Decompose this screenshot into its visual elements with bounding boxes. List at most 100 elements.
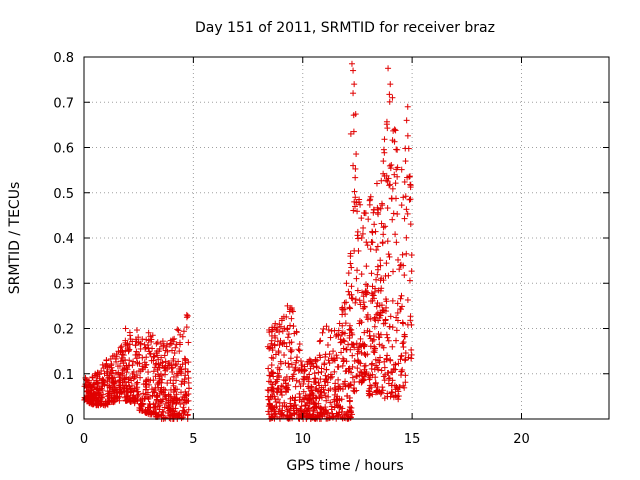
data-point: [389, 216, 396, 223]
data-point: [318, 405, 325, 412]
data-point: [358, 289, 365, 296]
data-point: [152, 361, 159, 368]
data-point: [142, 409, 149, 416]
data-point: [97, 401, 104, 408]
data-point: [330, 413, 337, 420]
data-point: [335, 327, 342, 334]
data-point: [109, 367, 116, 374]
data-point: [111, 398, 118, 405]
data-point: [402, 145, 409, 152]
data-point: [181, 409, 188, 416]
data-point: [116, 393, 123, 400]
data-point: [406, 277, 413, 284]
data-point: [350, 128, 357, 135]
data-point: [268, 354, 275, 361]
data-point: [328, 406, 335, 413]
data-point: [113, 351, 120, 358]
data-point: [392, 386, 399, 393]
data-point: [346, 365, 353, 372]
data-point: [99, 380, 106, 387]
data-point: [404, 132, 411, 139]
data-point: [119, 370, 126, 377]
y-tick-label: 0.3: [53, 277, 74, 292]
data-point: [267, 344, 274, 351]
data-point: [265, 403, 272, 410]
data-point: [384, 238, 391, 245]
data-point: [294, 354, 301, 361]
data-point: [401, 357, 408, 364]
data-point: [142, 345, 149, 352]
data-point: [306, 371, 313, 378]
data-point: [140, 390, 147, 397]
data-point: [103, 400, 110, 407]
data-point: [113, 394, 120, 401]
data-point: [183, 311, 190, 318]
data-point: [301, 367, 308, 374]
data-point: [401, 384, 408, 391]
data-point: [175, 358, 182, 365]
data-point: [334, 331, 341, 338]
data-point: [98, 395, 105, 402]
data-point: [373, 276, 380, 283]
data-point: [171, 350, 178, 357]
data-point: [343, 346, 350, 353]
data-point: [266, 345, 273, 352]
data-point: [276, 366, 283, 373]
data-point: [348, 369, 355, 376]
data-point: [123, 374, 130, 381]
data-point: [145, 337, 152, 344]
data-point: [406, 173, 413, 180]
data-point: [358, 369, 365, 376]
data-point: [167, 399, 174, 406]
data-point: [130, 358, 137, 365]
data-point: [178, 381, 185, 388]
data-point: [397, 295, 404, 302]
data-point: [397, 262, 404, 269]
data-point: [295, 367, 302, 374]
data-point: [100, 365, 107, 372]
data-point: [341, 330, 348, 337]
data-point: [383, 331, 390, 338]
data-point: [100, 377, 107, 384]
data-point: [278, 315, 285, 322]
data-point: [361, 209, 368, 216]
data-point: [323, 366, 330, 373]
data-point: [390, 268, 397, 275]
data-point: [274, 338, 281, 345]
data-point: [382, 272, 389, 279]
data-point: [357, 201, 364, 208]
data-point: [288, 361, 295, 368]
data-point: [312, 358, 319, 365]
data-point: [390, 210, 397, 217]
data-point: [349, 363, 356, 370]
data-point: [345, 366, 352, 373]
data-point: [346, 326, 353, 333]
data-point: [315, 388, 322, 395]
data-point: [124, 366, 131, 373]
data-point: [83, 388, 90, 395]
data-point: [350, 341, 357, 348]
data-point: [126, 329, 133, 336]
data-point: [161, 352, 168, 359]
data-point: [130, 387, 137, 394]
data-point: [386, 253, 393, 260]
data-point: [381, 364, 388, 371]
data-point: [142, 386, 149, 393]
data-point: [325, 373, 332, 380]
data-point: [117, 349, 124, 356]
data-point: [286, 308, 293, 315]
data-point: [183, 324, 190, 331]
data-point: [147, 333, 154, 340]
data-point: [381, 377, 388, 384]
data-point: [407, 313, 414, 320]
data-point: [353, 275, 360, 282]
data-point: [87, 383, 94, 390]
data-point: [152, 384, 159, 391]
data-point: [322, 377, 329, 384]
data-point: [325, 326, 332, 333]
data-point: [391, 126, 398, 133]
data-point: [403, 206, 410, 213]
data-point: [372, 356, 379, 363]
data-point: [106, 376, 113, 383]
data-point: [159, 338, 166, 345]
